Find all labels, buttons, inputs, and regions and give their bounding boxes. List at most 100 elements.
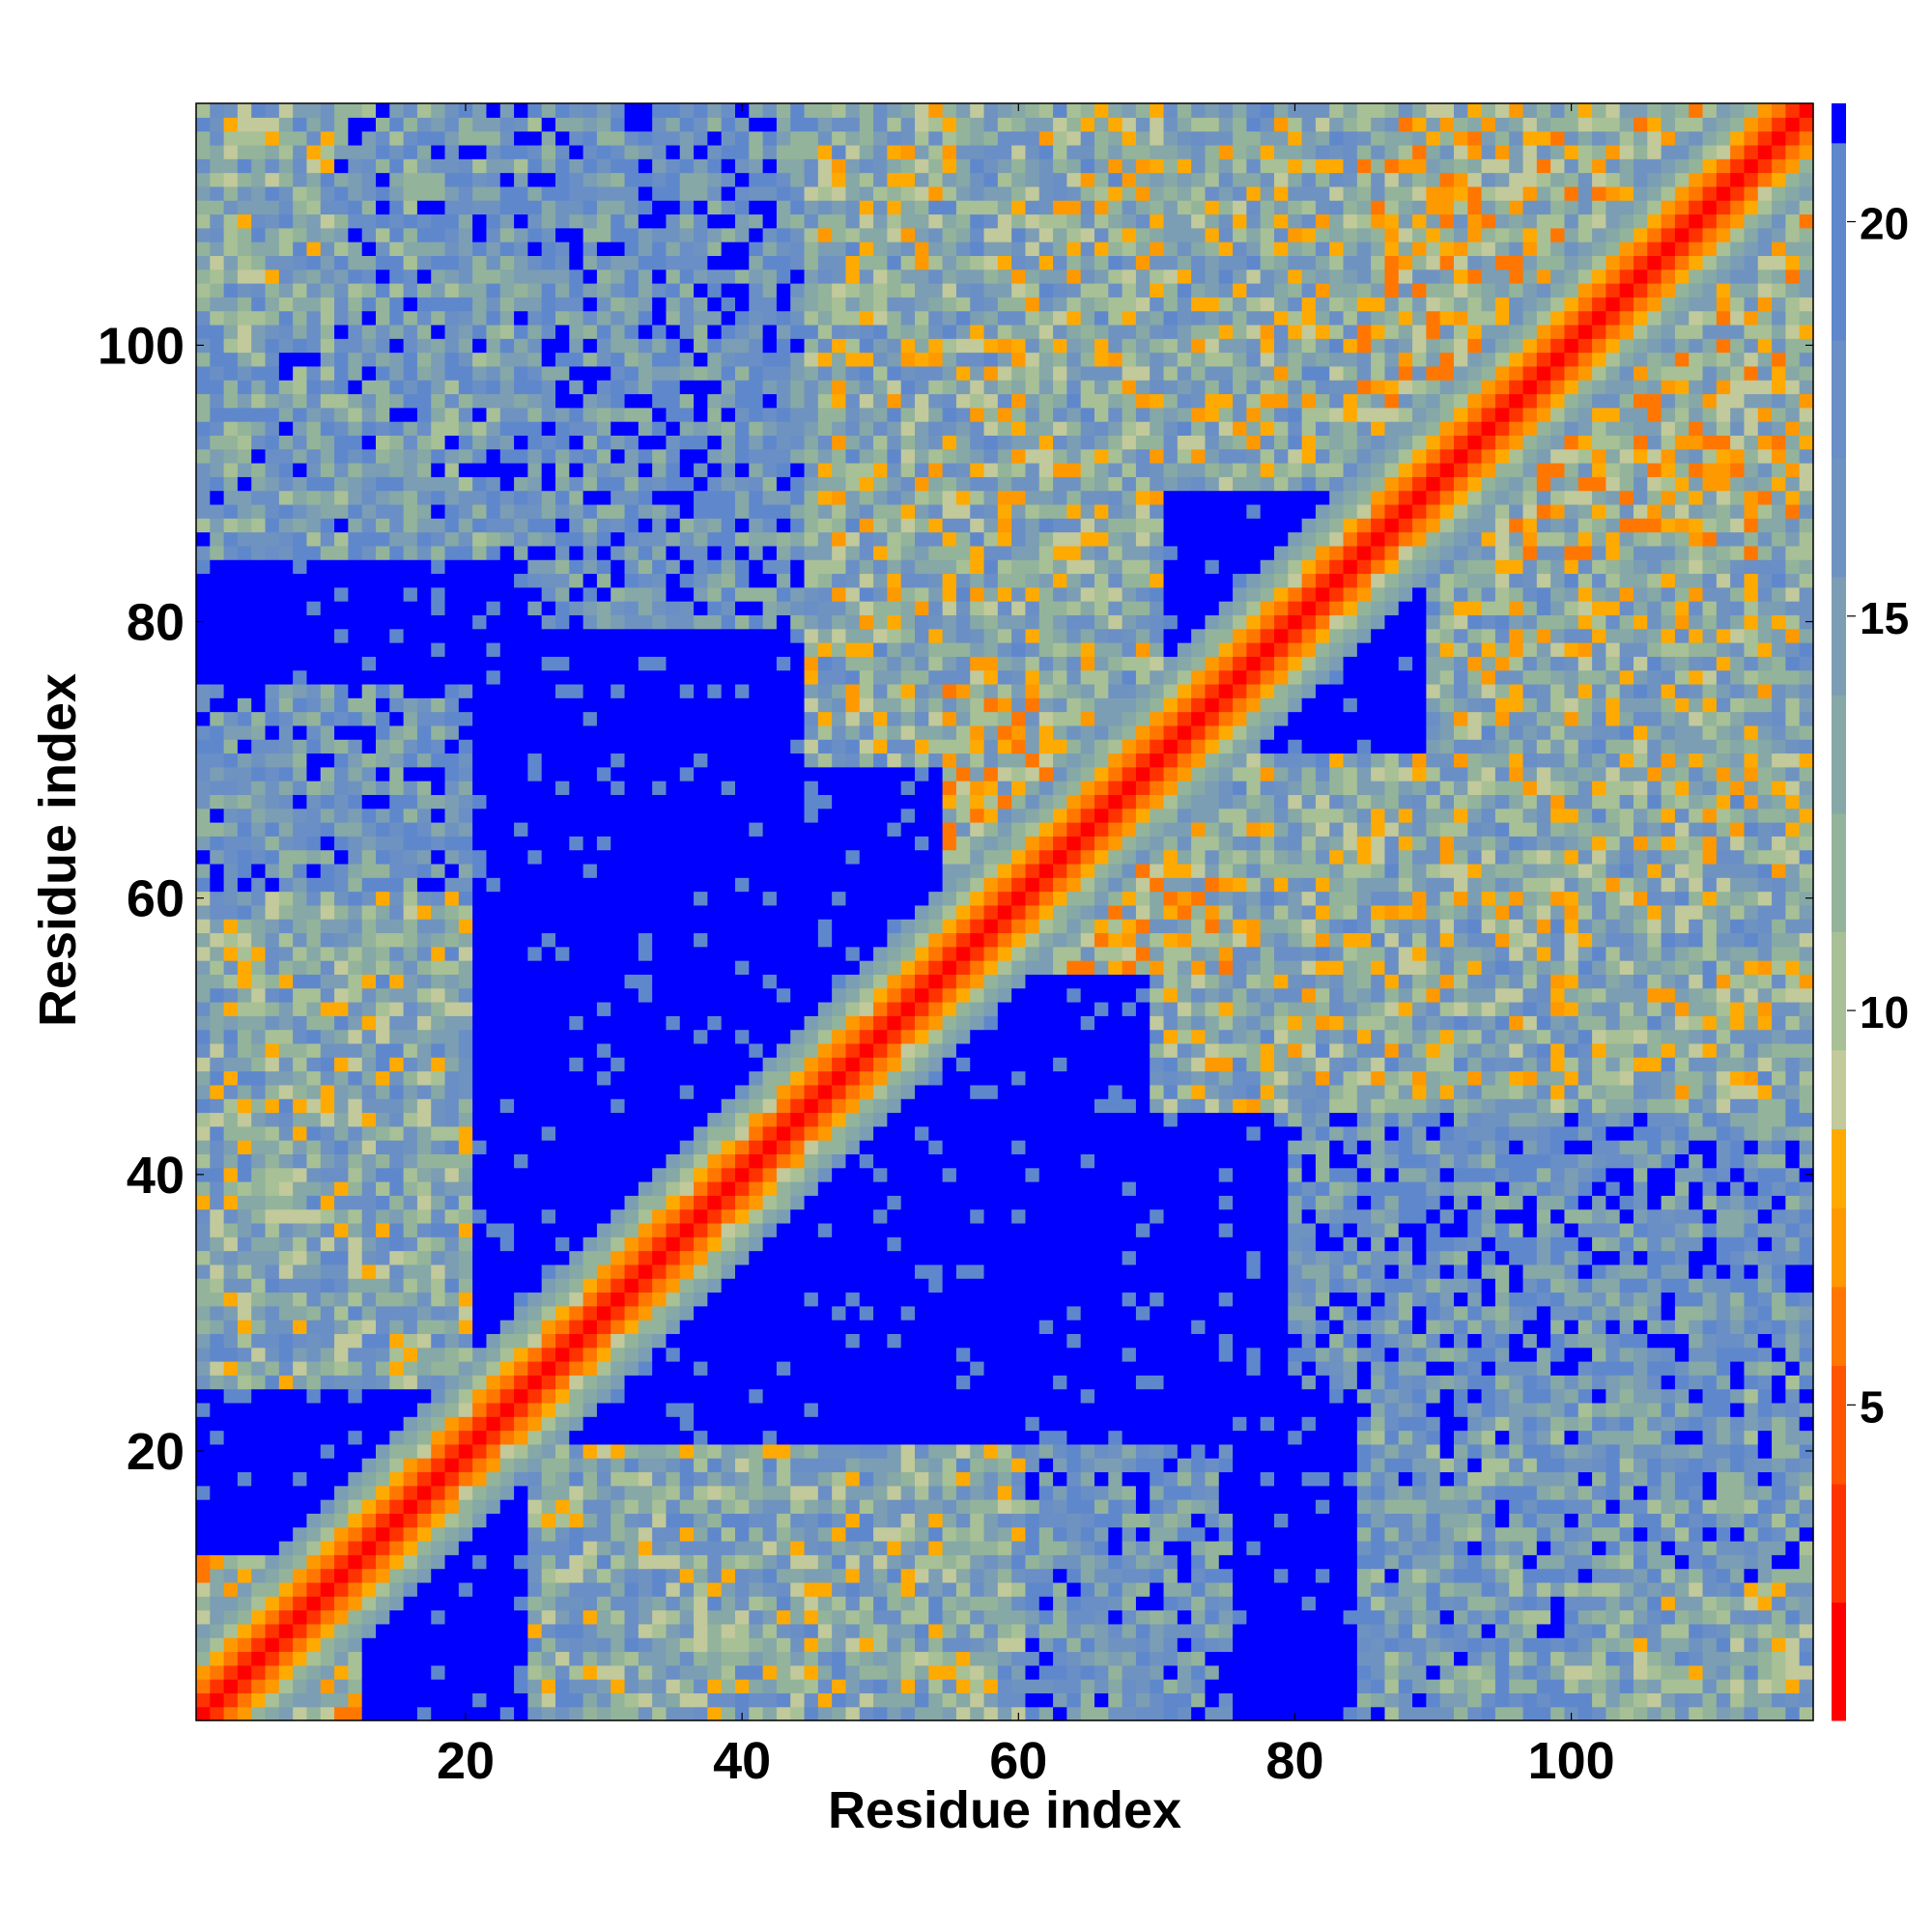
heatmap-cell (444, 904, 460, 920)
heatmap-cell (652, 1499, 668, 1514)
heatmap-cell (486, 586, 501, 602)
heatmap-cell (514, 559, 528, 575)
heatmap-cell (403, 117, 418, 132)
heatmap-cell (735, 877, 750, 893)
heatmap-cell (679, 1651, 695, 1666)
heatmap-cell (237, 1499, 252, 1514)
heatmap-cell (527, 974, 543, 989)
heatmap-cell (223, 1084, 239, 1099)
heatmap-cell (196, 1070, 211, 1086)
heatmap-cell (265, 448, 280, 464)
heatmap-cell (278, 1458, 294, 1473)
heatmap-cell (749, 352, 764, 367)
heatmap-cell (223, 407, 239, 422)
heatmap-cell (210, 1361, 225, 1376)
heatmap-cell (376, 1236, 390, 1252)
heatmap-cell (348, 213, 363, 229)
heatmap-cell (555, 1236, 570, 1252)
heatmap-cell (652, 463, 668, 477)
heatmap-cell (694, 739, 708, 754)
heatmap-cell (694, 1070, 708, 1086)
heatmap-cell (334, 1706, 349, 1721)
heatmap-cell (458, 476, 473, 492)
heatmap-cell (541, 227, 556, 242)
heatmap-cell (555, 573, 570, 588)
heatmap-cell (431, 283, 446, 298)
heatmap-cell (210, 518, 225, 533)
heatmap-cell (486, 932, 501, 948)
heatmap-cell (499, 697, 515, 713)
heatmap-cell (444, 1375, 460, 1390)
heatmap-cell (223, 946, 239, 961)
heatmap-cell (334, 1125, 349, 1141)
heatmap-cell (416, 946, 432, 961)
heatmap-cell (223, 849, 239, 865)
heatmap-cell (210, 1443, 225, 1459)
heatmap-cell (293, 490, 308, 505)
heatmap-cell (403, 1084, 418, 1099)
heatmap-cell (403, 1416, 418, 1432)
heatmap-cell (389, 822, 405, 837)
heatmap-cell (652, 1084, 668, 1099)
heatmap-cell (624, 1015, 639, 1031)
heatmap-cell (389, 1375, 405, 1390)
heatmap-cell (582, 1664, 598, 1680)
heatmap-cell (624, 1458, 639, 1473)
heatmap-cell (707, 242, 723, 256)
heatmap-cell (251, 144, 267, 159)
heatmap-cell (611, 1568, 626, 1583)
heatmap-cell (707, 269, 723, 284)
heatmap-cell (361, 1320, 377, 1334)
heatmap-cell (472, 697, 488, 713)
heatmap-cell (624, 1499, 639, 1514)
heatmap-cell (735, 1609, 750, 1625)
heatmap-cell (776, 946, 791, 961)
heatmap-cell (652, 1195, 668, 1210)
heatmap-cell (749, 586, 764, 602)
heatmap-cell (499, 1320, 515, 1334)
heatmap-cell (403, 185, 418, 201)
heatmap-cell (348, 297, 363, 312)
heatmap-cell (638, 1692, 653, 1708)
heatmap-cell (196, 1250, 211, 1265)
heatmap-cell (749, 642, 764, 657)
heatmap-cell (582, 573, 598, 588)
heatmap-cell (237, 1112, 252, 1127)
heatmap-cell (514, 849, 528, 865)
heatmap-cell (694, 1554, 708, 1570)
heatmap-cell (458, 1609, 473, 1625)
heatmap-cell (431, 448, 446, 464)
heatmap-cell (306, 1388, 322, 1404)
heatmap-cell (679, 932, 695, 948)
heatmap-cell (499, 1167, 515, 1182)
heatmap-cell (569, 987, 584, 1003)
heatmap-cell (624, 1568, 639, 1583)
heatmap-cell (749, 1098, 764, 1114)
heatmap-cell (679, 310, 695, 326)
heatmap-cell (679, 960, 695, 975)
heatmap-cell (416, 1070, 432, 1086)
heatmap-cell (361, 946, 377, 961)
heatmap-cell (624, 365, 639, 381)
heatmap-cell (569, 117, 584, 132)
heatmap-cell (776, 1430, 791, 1445)
heatmap-cell (348, 255, 363, 270)
heatmap-cell (694, 724, 708, 740)
heatmap-cell (389, 960, 405, 975)
heatmap-cell (320, 242, 335, 256)
heatmap-cell (251, 324, 267, 339)
heatmap-cell (762, 283, 778, 298)
heatmap-cell (251, 1042, 267, 1058)
heatmap-cell (278, 987, 294, 1003)
heatmap-cell (306, 960, 322, 975)
heatmap-cell (416, 711, 432, 726)
heatmap-cell (389, 614, 405, 630)
heatmap-cell (527, 255, 543, 270)
heatmap-cell (694, 1375, 708, 1390)
heatmap-cell (389, 601, 405, 615)
heatmap-cell (458, 421, 473, 436)
heatmap-cell (735, 1042, 750, 1058)
heatmap-cell (582, 269, 598, 284)
heatmap-cell (638, 766, 653, 781)
heatmap-cell (541, 669, 556, 685)
